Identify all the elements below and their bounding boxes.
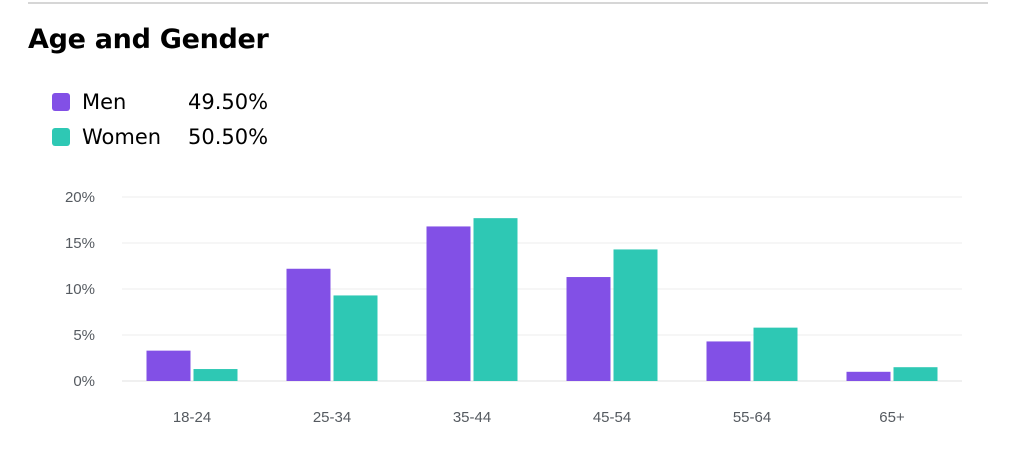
bar-men-45-54[interactable] — [566, 277, 611, 381]
x-tick-label: 55-64 — [733, 409, 771, 426]
x-tick-label: 65+ — [879, 409, 905, 426]
legend-item-men: Men 49.50% — [52, 84, 268, 119]
x-tick-label: 45-54 — [593, 409, 631, 426]
y-tick-label: 15% — [65, 235, 95, 252]
x-tick-label: 35-44 — [453, 409, 491, 426]
bar-women-55-64[interactable] — [753, 327, 798, 381]
legend-label-women: Women — [82, 124, 162, 149]
y-tick-label: 5% — [73, 327, 95, 344]
chart-title: Age and Gender — [28, 24, 269, 55]
bar-women-25-34[interactable] — [333, 295, 378, 381]
legend: Men 49.50% Women 50.50% — [52, 84, 268, 154]
legend-item-women: Women 50.50% — [52, 119, 268, 154]
bar-men-18-24[interactable] — [146, 350, 191, 381]
legend-label-men: Men — [82, 89, 127, 114]
y-tick-label: 20% — [65, 189, 95, 206]
bar-women-45-54[interactable] — [613, 249, 658, 381]
x-axis-ticks: 18-24 25-34 35-44 45-54 55-64 65+ — [173, 409, 905, 426]
bars — [146, 218, 938, 381]
bar-men-65+[interactable] — [846, 371, 891, 381]
bar-women-18-24[interactable] — [193, 369, 238, 381]
legend-value-men: 49.50% — [188, 89, 269, 114]
legend-swatch-men — [52, 92, 70, 111]
bar-men-35-44[interactable] — [426, 226, 471, 381]
bar-men-25-34[interactable] — [286, 268, 331, 381]
x-tick-label: 25-34 — [313, 409, 351, 426]
top-divider — [28, 2, 988, 4]
x-tick-label: 18-24 — [173, 409, 211, 426]
y-tick-label: 0% — [73, 373, 95, 390]
y-axis-ticks: 0% 5% 10% 15% 20% — [65, 189, 95, 390]
legend-swatch-women — [52, 127, 70, 146]
bar-men-55-64[interactable] — [706, 341, 751, 381]
y-tick-label: 10% — [65, 281, 95, 298]
bar-women-65+[interactable] — [893, 367, 938, 381]
bar-women-35-44[interactable] — [473, 218, 518, 381]
legend-value-women: 50.50% — [188, 124, 269, 149]
grid-lines — [122, 196, 962, 382]
